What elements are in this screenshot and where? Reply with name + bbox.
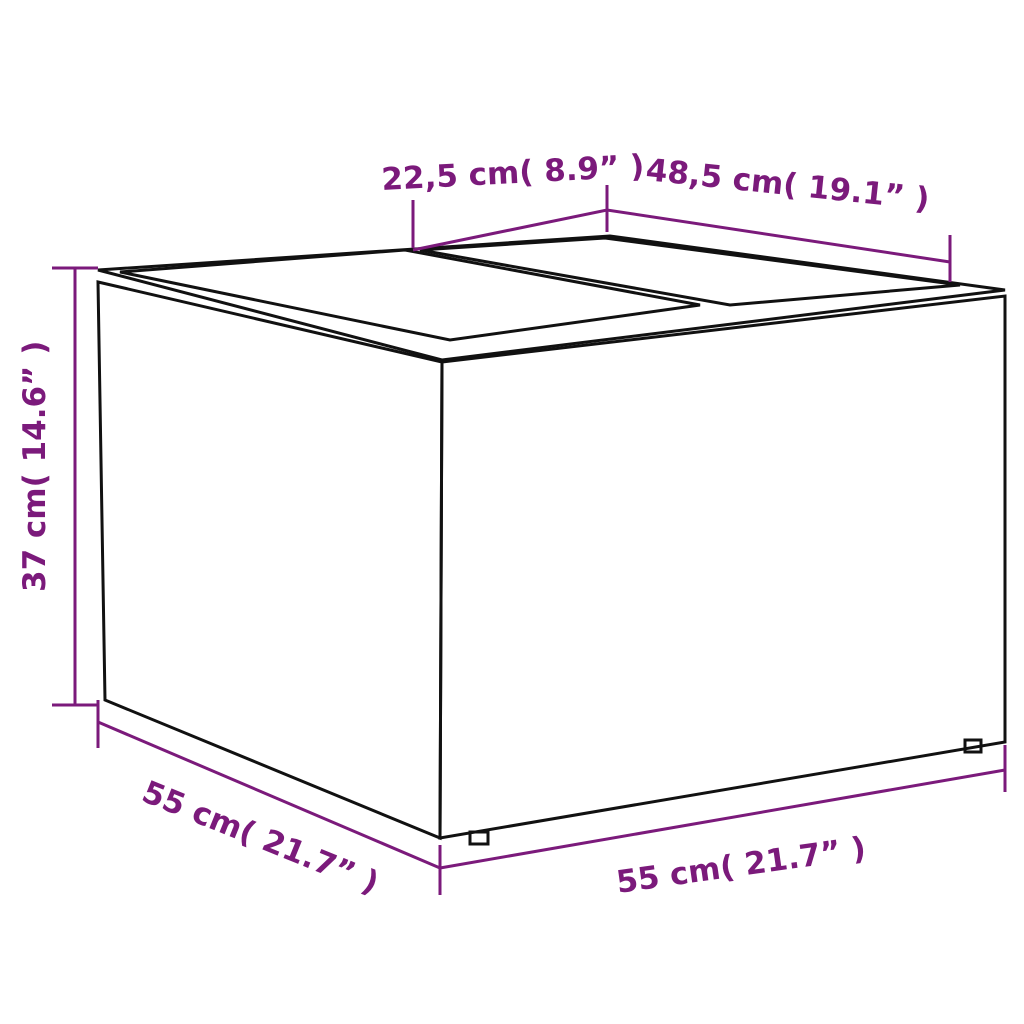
glass-panel-right (419, 236, 961, 307)
top-dimension-line (412, 208, 951, 264)
right-face (438, 294, 1007, 840)
depth-dimension-line (97, 720, 441, 870)
width-label: 55 cm( 21.7” ) (614, 830, 868, 901)
height-label: 37 cm( 14.6” ) (17, 341, 53, 592)
foot (468, 830, 490, 846)
width-dimension-line (439, 768, 1006, 870)
dimension-lines (52, 185, 1007, 895)
foot (963, 738, 983, 754)
top-depth-label: 48,5 cm( 19.1” ) (644, 152, 931, 218)
top-frame (97, 234, 1006, 362)
left-face (96, 280, 444, 841)
depth-label: 55 cm( 21.7” ) (137, 774, 384, 902)
glass-panel-left (119, 248, 701, 342)
wicker-table-image (96, 234, 1007, 846)
